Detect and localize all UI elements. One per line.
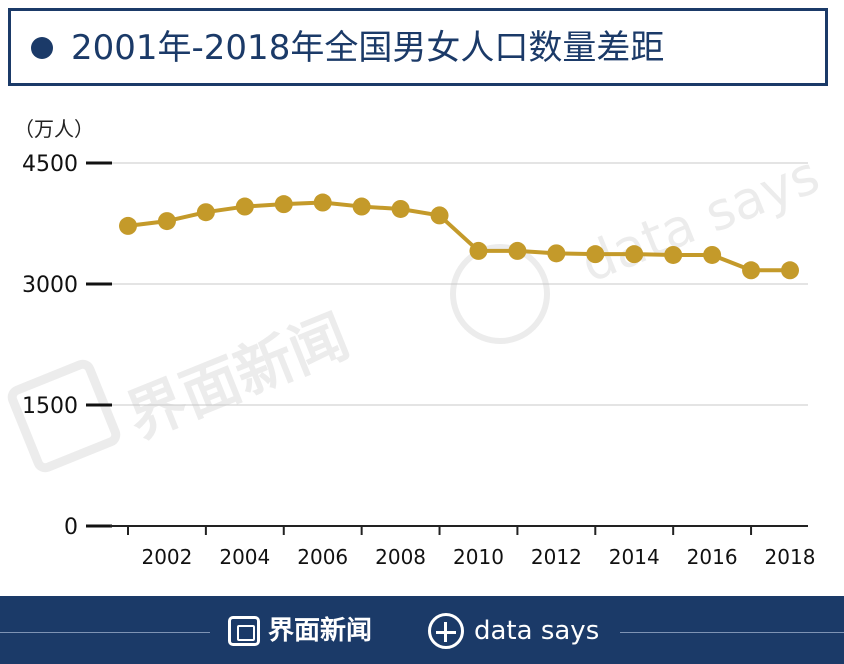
bullet-dot-icon bbox=[31, 37, 53, 59]
jiemian-logo-icon bbox=[228, 616, 260, 646]
data-point bbox=[391, 199, 410, 218]
footer-bar: 界面新闻 data says bbox=[0, 596, 844, 664]
line-chart: （万人） 0 1500 3000 4500 2002 2004 2006 2008 2010 201… bbox=[14, 117, 816, 569]
footer-brand-cn: 界面新闻 bbox=[268, 616, 373, 646]
y-tick-label: 4500 bbox=[22, 152, 78, 177]
x-tick-label: 2012 bbox=[531, 545, 582, 569]
series-line bbox=[127, 200, 790, 273]
x-tick-label: 2014 bbox=[609, 545, 660, 569]
data-point bbox=[625, 245, 644, 264]
data-point bbox=[703, 245, 722, 264]
data-point bbox=[313, 193, 332, 212]
data-point bbox=[196, 203, 215, 222]
data-point bbox=[508, 241, 527, 260]
y-axis-unit-label: （万人） bbox=[14, 117, 94, 141]
data-point bbox=[157, 212, 176, 231]
x-tick-label: 2018 bbox=[765, 545, 816, 569]
x-tick-label: 2004 bbox=[219, 545, 270, 569]
x-tick-label: 2006 bbox=[297, 545, 348, 569]
y-tick-label: 0 bbox=[64, 515, 78, 540]
y-tick-label: 1500 bbox=[22, 394, 78, 419]
footer-divider-left bbox=[0, 632, 210, 633]
x-tick-label: 2010 bbox=[453, 545, 504, 569]
data-point bbox=[586, 245, 605, 264]
x-tick-label: 2002 bbox=[141, 545, 192, 569]
footer-divider-right bbox=[620, 632, 844, 633]
x-tick-label: 2008 bbox=[375, 545, 426, 569]
data-point bbox=[469, 241, 488, 260]
data-point bbox=[274, 195, 293, 214]
data-point bbox=[352, 197, 371, 216]
chart-area: （万人） 0 1500 3000 4500 2002 2004 2006 2008 2010 201… bbox=[0, 100, 844, 590]
datasays-logo-icon bbox=[428, 613, 464, 649]
data-point bbox=[430, 206, 449, 225]
data-point bbox=[781, 261, 799, 280]
y-tick-label: 3000 bbox=[22, 273, 78, 298]
title-box: 2001年-2018年全国男女人口数量差距 bbox=[8, 8, 828, 86]
data-point bbox=[547, 244, 566, 263]
data-point bbox=[664, 245, 683, 264]
x-tick-label: 2016 bbox=[687, 545, 738, 569]
chart-title: 2001年-2018年全国男女人口数量差距 bbox=[71, 28, 665, 68]
watermark-circle-icon bbox=[450, 244, 550, 344]
data-point bbox=[119, 216, 137, 235]
footer-brand-en: data says bbox=[474, 616, 600, 646]
data-point bbox=[235, 197, 254, 216]
data-point bbox=[742, 261, 761, 280]
